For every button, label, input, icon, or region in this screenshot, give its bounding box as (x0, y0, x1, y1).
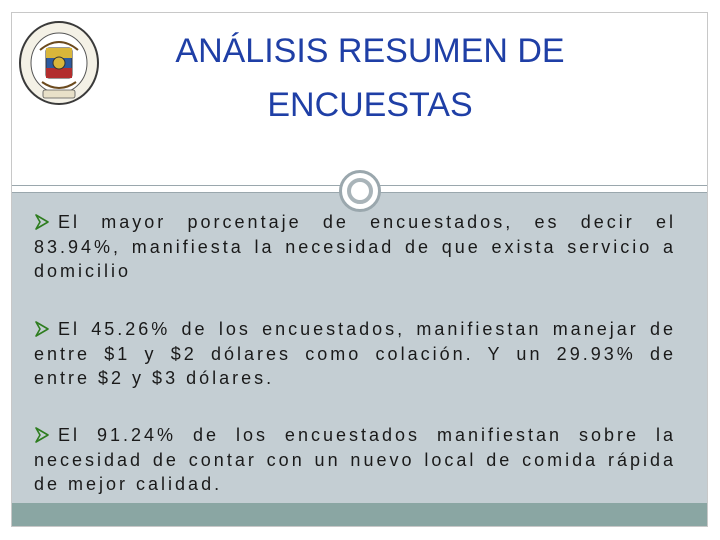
bullet-item-1: El mayor porcentaje de encuestados, es d… (34, 210, 676, 284)
arrowhead-bullet-icon (35, 214, 49, 230)
bullet-text-3: El 91.24% de los encuestados manifiestan… (34, 425, 676, 494)
bullet-item-2: El 45.26% de los encuestados, manifiesta… (34, 317, 676, 391)
bullet-text-2: El 45.26% de los encuestados, manifiesta… (34, 319, 676, 388)
slide-header (12, 13, 707, 189)
arrowhead-bullet-icon (35, 427, 49, 443)
ring-connector-icon (339, 170, 381, 212)
arrowhead-bullet-icon (35, 321, 49, 337)
bullet-item-3: El 91.24% de los encuestados manifiestan… (34, 423, 676, 497)
school-seal-logo (19, 21, 99, 105)
bullet-text-1: El mayor porcentaje de encuestados, es d… (34, 212, 676, 281)
footer-band (12, 503, 707, 526)
content-panel (12, 193, 707, 503)
page-title: ANÁLISIS RESUMEN DE ENCUESTAS (175, 32, 565, 124)
ring-connector-inner (347, 178, 373, 204)
